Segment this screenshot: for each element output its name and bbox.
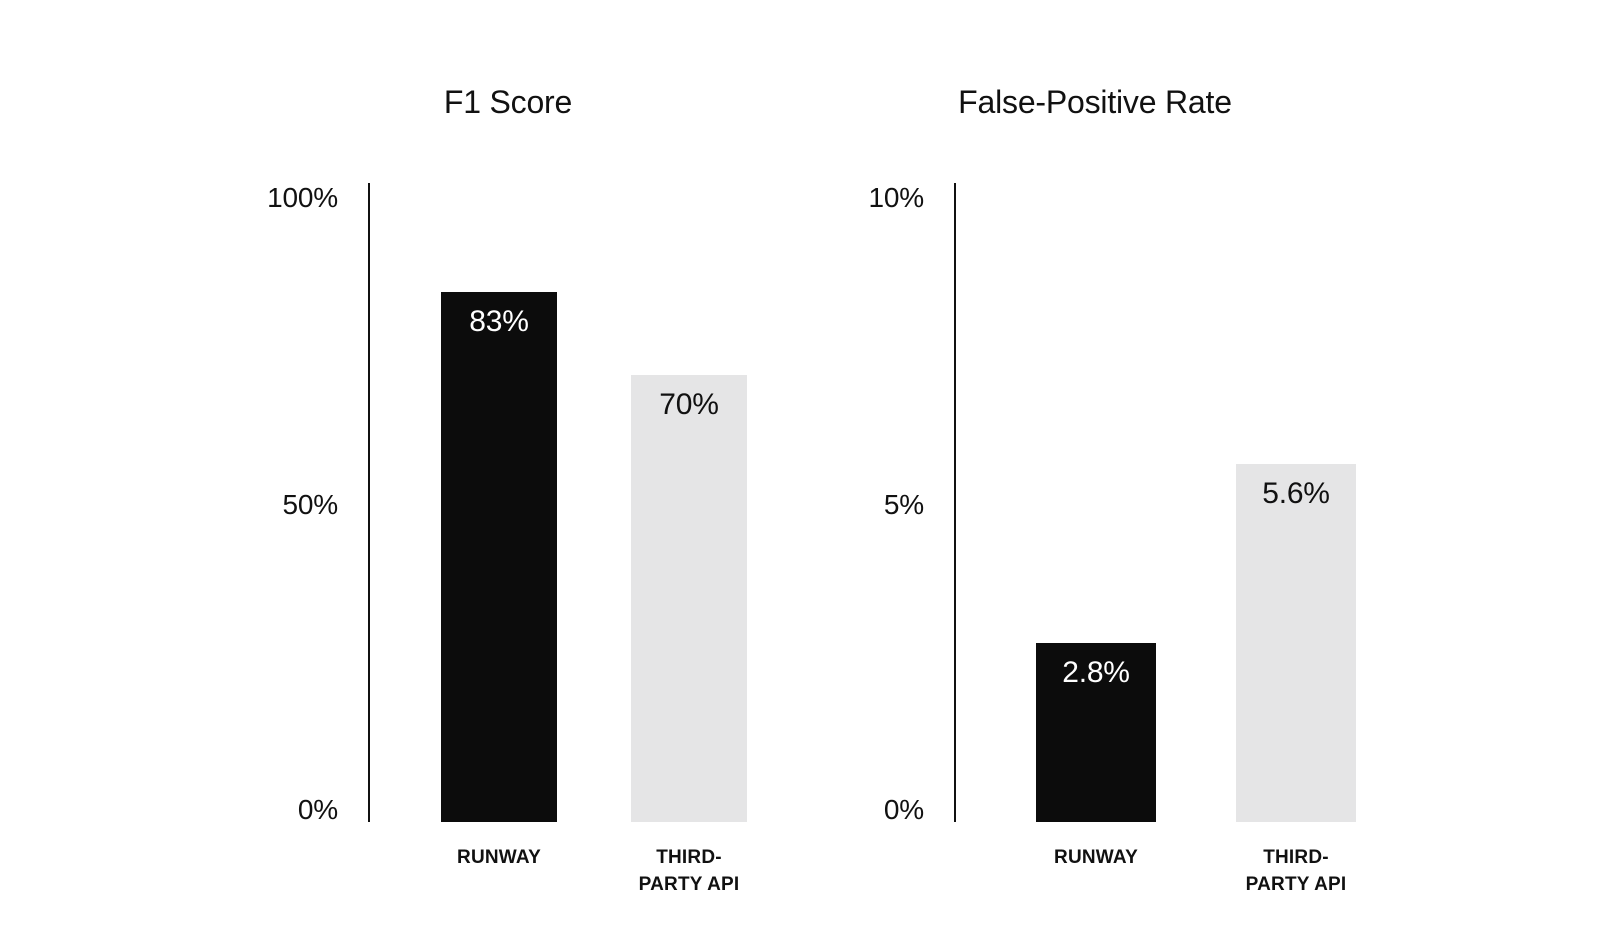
y-tick-label: 100% xyxy=(267,182,338,213)
x-category-label: RUNWAY xyxy=(1054,847,1138,868)
y-tick-label: 0% xyxy=(883,794,924,825)
chart-title: F1 Score xyxy=(443,84,573,120)
x-category-label: THIRD-PARTY API xyxy=(638,847,740,895)
x-category-label: RUNWAY xyxy=(457,847,541,868)
y-tick-label: 50% xyxy=(282,489,339,520)
bar-runway: 2.8% xyxy=(1036,643,1156,822)
bar-value-label: 5.6% xyxy=(1262,477,1330,511)
bar-runway: 83% xyxy=(441,291,557,822)
plot-area: 83% 70% RUNWAY THIRD-PARTY API xyxy=(370,183,800,895)
x-category-label: THIRD-PARTY API xyxy=(1245,847,1347,895)
chart-title: False-Positive Rate xyxy=(958,84,1232,120)
bar-value-label: 70% xyxy=(659,387,719,421)
bar-third-party-api: 70% xyxy=(631,374,747,822)
bar-value-label: 83% xyxy=(469,304,529,338)
bar-third-party-api: 5.6% xyxy=(1236,464,1356,822)
plot-area: 2.8% 5.6% RUNWAY THIRD-PARTY API xyxy=(956,183,1386,895)
bar-value-label: 2.8% xyxy=(1062,656,1130,690)
y-tick-label: 0% xyxy=(297,794,338,825)
y-tick-label: 10% xyxy=(868,182,925,213)
y-axis-line xyxy=(368,183,370,822)
y-axis-line xyxy=(954,183,956,822)
y-tick-label: 5% xyxy=(883,489,924,520)
